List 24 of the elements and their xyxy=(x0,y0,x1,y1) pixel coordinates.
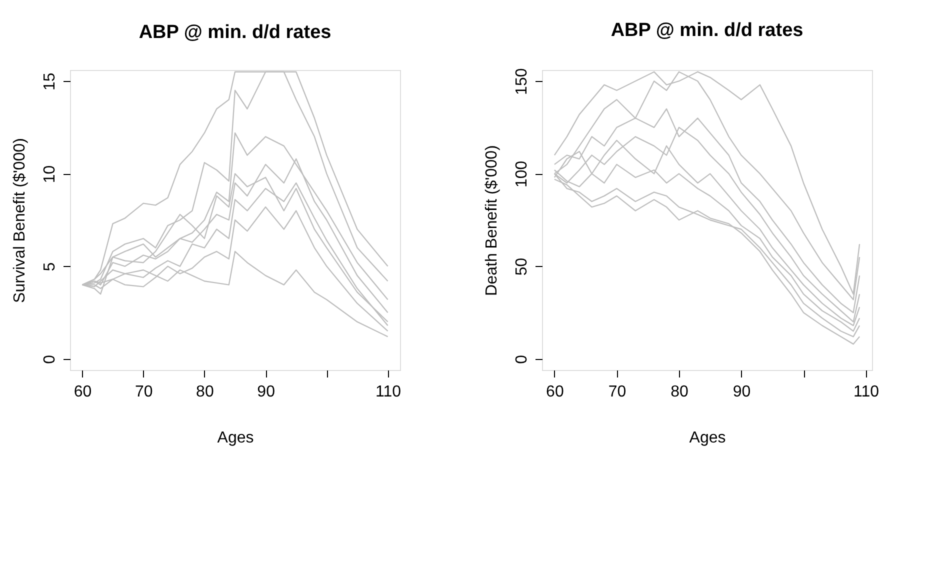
x-tick-label: 70 xyxy=(134,384,153,400)
chart-title: ABP @ min. d/d rates xyxy=(610,20,804,41)
y-axis-title: Death Benefit ($'000) xyxy=(484,145,500,296)
x-tick-label: 110 xyxy=(854,384,880,400)
y-tick-label: 150 xyxy=(514,68,530,95)
chart-title: ABP @ min. d/d rates xyxy=(138,22,332,43)
x-tick-label: 60 xyxy=(546,384,564,400)
y-tick-label: 100 xyxy=(514,160,530,188)
x-tick-label: 80 xyxy=(196,384,214,400)
y-tick-label: 0 xyxy=(514,354,530,364)
x-tick-label: 60 xyxy=(74,384,92,400)
x-axis-title: Ages xyxy=(217,430,254,446)
y-axis-title: Survival Benefit ($'000) xyxy=(12,138,28,303)
x-tick-label: 90 xyxy=(732,384,751,400)
y-tick-label: 5 xyxy=(42,262,58,272)
x-axis-title: Ages xyxy=(689,430,726,446)
x-tick-label: 80 xyxy=(670,384,688,400)
y-tick-label: 0 xyxy=(42,354,58,364)
y-tick-label: 50 xyxy=(514,258,530,276)
x-tick-label: 90 xyxy=(257,384,276,400)
x-tick-label: 110 xyxy=(376,384,402,400)
y-tick-label: 15 xyxy=(42,72,58,91)
x-tick-label: 70 xyxy=(608,384,626,400)
y-tick-label: 10 xyxy=(42,165,58,184)
